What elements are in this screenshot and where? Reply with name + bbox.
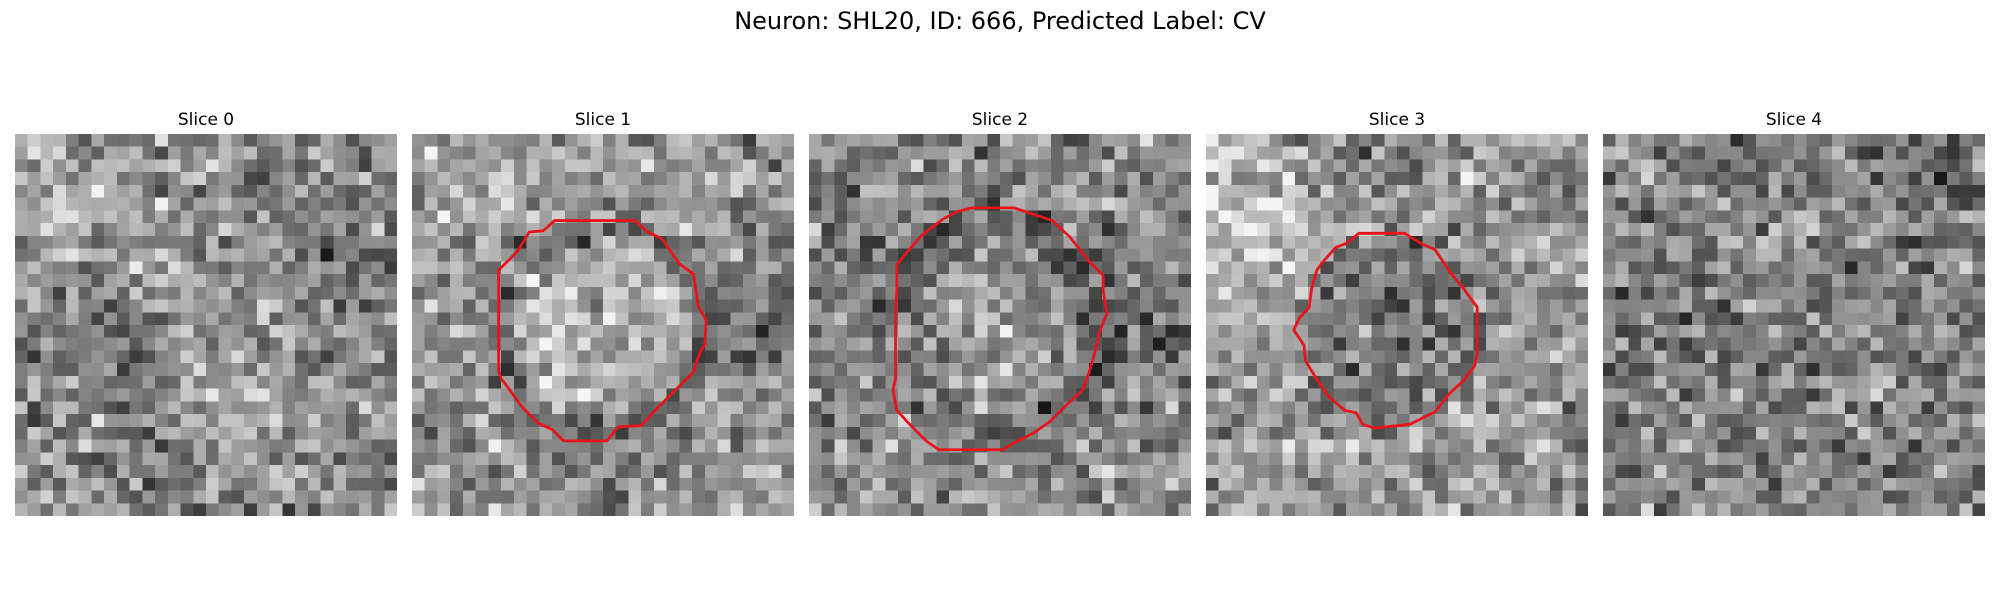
pixel-grid — [412, 134, 794, 516]
slice-panel-1: Slice 1 — [412, 108, 794, 516]
pixel-grid — [15, 134, 397, 516]
slice-title: Slice 2 — [809, 108, 1191, 132]
slice-title: Slice 4 — [1603, 108, 1985, 132]
slice-panel-4: Slice 4 — [1603, 108, 1985, 516]
slice-image — [15, 134, 397, 516]
slice-image — [809, 134, 1191, 516]
slice-image — [412, 134, 794, 516]
pixel-grid — [1206, 134, 1588, 516]
slice-panel-2: Slice 2 — [809, 108, 1191, 516]
slice-title: Slice 3 — [1206, 108, 1588, 132]
slice-image — [1206, 134, 1588, 516]
slice-panel-3: Slice 3 — [1206, 108, 1588, 516]
figure-title: Neuron: SHL20, ID: 666, Predicted Label:… — [0, 7, 2000, 35]
slice-title: Slice 0 — [15, 108, 397, 132]
pixel-grid — [809, 134, 1191, 516]
slice-panel-0: Slice 0 — [15, 108, 397, 516]
slice-image — [1603, 134, 1985, 516]
pixel-grid — [1603, 134, 1985, 516]
slice-title: Slice 1 — [412, 108, 794, 132]
